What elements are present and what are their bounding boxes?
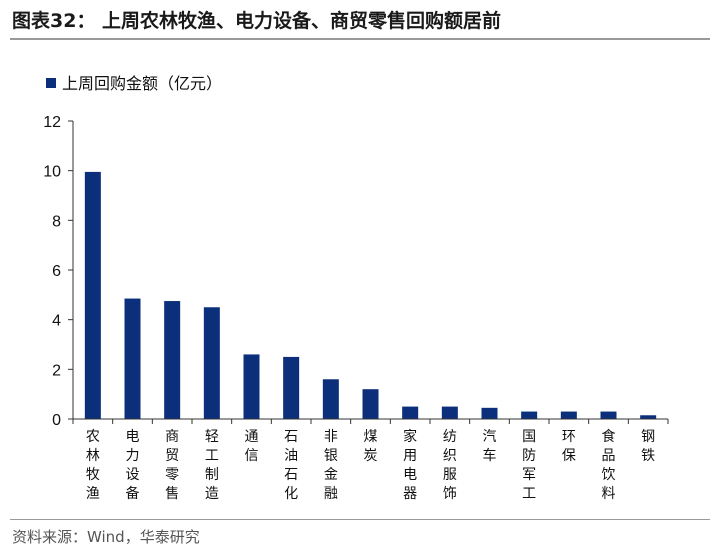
x-category-label: 商贸零售 — [165, 429, 179, 502]
bar — [402, 406, 419, 419]
y-tick-label: 2 — [52, 362, 61, 379]
title-divider — [10, 38, 710, 40]
x-category-label: 轻工制造 — [205, 429, 219, 502]
bar — [521, 411, 538, 419]
y-axis: 0 2 4 6 8 10 12 — [43, 114, 74, 429]
y-tick-label: 12 — [43, 114, 61, 131]
legend-swatch — [46, 78, 56, 88]
footer-divider — [10, 519, 710, 520]
bar — [600, 411, 617, 419]
x-category-label: 钢铁 — [641, 429, 655, 464]
x-category-label: 通信 — [245, 429, 259, 464]
y-tick-label: 4 — [52, 313, 61, 330]
x-category-label: 石油石化 — [284, 429, 298, 502]
y-tick-label: 10 — [43, 164, 61, 181]
bar — [362, 389, 379, 419]
y-tick-label: 6 — [52, 263, 61, 280]
bar — [640, 415, 657, 419]
y-tick-label: 0 — [52, 412, 61, 429]
x-category-label: 家用电器 — [403, 428, 417, 502]
x-category-label: 汽车 — [483, 429, 497, 464]
bar — [203, 307, 220, 419]
bar — [164, 301, 181, 419]
bar — [481, 407, 498, 419]
bar — [441, 406, 458, 419]
x-category-label: 纺织服饰 — [443, 429, 457, 502]
bars — [84, 171, 657, 419]
x-category-label: 国防军工 — [522, 429, 536, 502]
bar — [124, 298, 141, 419]
x-axis: 农林牧渔 电力设备 商贸零售 轻工制造 通信 石油石化 非银金融 煤炭 家用电器 纺织服饰 汽车国防… — [72, 418, 669, 502]
legend: 上周回购金额（亿元） — [46, 74, 222, 93]
x-category-label: 食品饮料 — [602, 428, 616, 502]
chart-title: 图表32： 上周农林牧渔、电力设备、商贸零售回购额居前 — [12, 10, 502, 32]
bar — [243, 354, 260, 419]
x-category-label: 煤炭 — [364, 429, 378, 464]
x-category-label: 非银金融 — [324, 429, 338, 502]
bar — [560, 411, 577, 419]
legend-label: 上周回购金额（亿元） — [62, 74, 222, 93]
x-category-label: 环保 — [562, 429, 576, 464]
x-category-label: 电力设备 — [126, 429, 140, 502]
bar — [283, 356, 300, 419]
bar — [84, 171, 101, 419]
bar — [322, 379, 339, 419]
x-category-label: 农林牧渔 — [86, 429, 100, 502]
y-tick-label: 8 — [52, 213, 61, 230]
source-note: 资料来源：Wind，华泰研究 — [12, 528, 200, 546]
